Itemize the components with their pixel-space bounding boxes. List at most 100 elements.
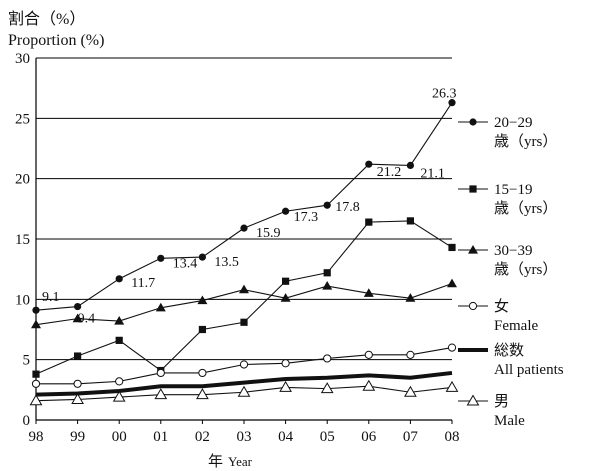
legend-label: 30−39 [494, 243, 532, 259]
data-point-age15_19 [115, 336, 123, 344]
y-axis-label-en: Proportion (%) [8, 32, 104, 49]
data-point-age20_29 [198, 253, 206, 261]
data-point-age20_29 [323, 201, 331, 209]
data-point-age30_39 [31, 319, 41, 329]
legend-label-sub: 歳（yrs） [494, 261, 557, 278]
y-axis-label-ja: 割合（%） [8, 10, 85, 28]
data-point-age15_19 [365, 218, 373, 226]
data-point-female [364, 350, 373, 359]
x-axis-label-ja: 年 [208, 453, 223, 470]
data-label: 21.1 [420, 166, 445, 181]
data-point-female [281, 359, 290, 368]
y-tick-label: 0 [23, 413, 31, 429]
data-point-age30_39 [114, 316, 125, 325]
data-point-age15_19 [198, 325, 206, 334]
data-point-age15_19 [448, 243, 456, 252]
data-point-female [156, 368, 165, 378]
data-label: 21.2 [377, 165, 402, 180]
legend-item-age30_39: 30−39 歳（yrs） [458, 243, 557, 278]
x-tick-label: 02 [195, 429, 210, 445]
legend-label: 女 [494, 297, 509, 315]
data-point-female [406, 350, 415, 359]
data-point-age30_39 [363, 288, 374, 297]
data-point-male [154, 388, 168, 400]
data-label: 26.3 [432, 87, 457, 102]
x-tick-label: 00 [112, 429, 127, 445]
data-point-female [73, 379, 82, 388]
series-all [35, 370, 453, 397]
x-tick-label: 05 [320, 429, 335, 445]
data-point-age15_19 [240, 318, 248, 326]
y-tick-label: 25 [15, 111, 30, 127]
data-point-female [239, 360, 249, 369]
x-tick-label: 03 [237, 429, 252, 445]
x-tick-label: 08 [445, 429, 460, 445]
data-label: 13.4 [173, 256, 198, 271]
data-point-age30_39 [197, 295, 208, 305]
data-point-age15_19 [406, 217, 414, 225]
data-point-age20_29 [365, 160, 373, 168]
data-point-age20_29 [74, 302, 82, 311]
x-tick-label: 98 [29, 429, 44, 445]
x-tick-label: 04 [278, 429, 294, 445]
data-point-age30_39 [447, 278, 457, 288]
data-point-age30_39 [322, 281, 333, 290]
legend-item-age15_19: 15−19 歳（yrs） [458, 182, 557, 217]
legend-marker [468, 245, 478, 254]
legend-label-sub: Male [494, 413, 525, 429]
x-tick-label: 07 [403, 429, 419, 445]
legend-label: 15−19 [494, 182, 532, 198]
x-axis-label-en: Year [228, 454, 253, 469]
x-tick-label: 01 [153, 429, 168, 445]
series-line-all [35, 370, 453, 397]
legend-label-sub: Female [494, 318, 538, 334]
data-point-female [323, 354, 332, 363]
legend-marker [466, 394, 480, 406]
data-point-female [198, 368, 207, 378]
legend-label: 20−29 [494, 115, 532, 131]
data-label: 9.4 [78, 312, 96, 327]
series-female [31, 343, 457, 388]
data-point-age20_29 [115, 275, 123, 283]
data-point-male [362, 379, 376, 391]
y-tick-label: 10 [15, 292, 30, 308]
y-tick-label: 5 [23, 353, 31, 369]
series-age20_29 [32, 99, 456, 314]
data-point-age15_19 [323, 269, 331, 277]
legend-marker [469, 118, 477, 126]
legend-item-age20_29: 20−29 歳（yrs） [458, 115, 557, 150]
data-point-male [71, 392, 84, 404]
data-point-age20_29 [240, 224, 248, 232]
data-point-male [404, 385, 417, 397]
data-point-age30_39 [72, 313, 83, 323]
data-point-age30_39 [155, 302, 166, 312]
legend-label: 男 [494, 394, 509, 410]
legend-item-all: 総数 All patients [458, 342, 564, 378]
data-point-female [31, 379, 41, 388]
data-point-age30_39 [239, 284, 249, 294]
data-point-male [320, 382, 334, 394]
data-point-male [112, 390, 126, 402]
data-point-age30_39 [405, 293, 416, 302]
data-label: 13.5 [214, 255, 239, 270]
data-point-age20_29 [282, 207, 290, 215]
y-tick-label: 20 [15, 172, 30, 188]
x-tick-label: 06 [361, 429, 377, 445]
data-label: 9.1 [42, 290, 60, 305]
legend-label: 総数 [494, 342, 524, 359]
legend-marker [469, 185, 477, 193]
y-tick-label: 30 [15, 51, 30, 67]
data-point-male [196, 388, 209, 400]
legend-marker [468, 301, 478, 311]
data-point-age20_29 [157, 254, 165, 262]
legend-item-female: 女 Female [458, 297, 538, 334]
data-point-female [447, 343, 457, 352]
data-point-male [237, 385, 251, 397]
data-point-age15_19 [74, 352, 82, 360]
legend-item-male: 男 Male [458, 394, 525, 429]
legend-label-sub: 歳（yrs） [494, 200, 557, 217]
data-point-age15_19 [282, 277, 290, 285]
data-label: 17.8 [335, 200, 360, 215]
